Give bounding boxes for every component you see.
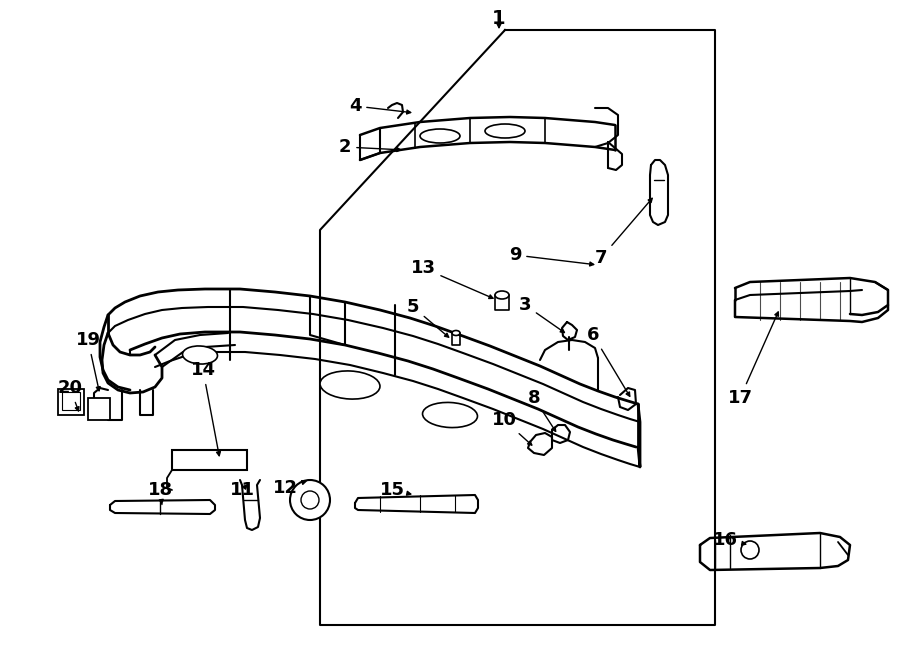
Text: 11: 11 — [230, 481, 255, 499]
Text: 7: 7 — [595, 198, 652, 267]
Text: 9: 9 — [508, 246, 594, 266]
Text: 8: 8 — [527, 389, 555, 432]
Text: 3: 3 — [518, 296, 564, 332]
FancyBboxPatch shape — [172, 450, 247, 470]
Text: 5: 5 — [407, 298, 449, 337]
Text: 2: 2 — [338, 138, 400, 156]
Ellipse shape — [420, 129, 460, 143]
Ellipse shape — [452, 330, 460, 336]
Text: 17: 17 — [727, 312, 778, 407]
Ellipse shape — [183, 346, 218, 364]
Text: 10: 10 — [491, 411, 532, 445]
Ellipse shape — [495, 291, 509, 299]
Text: 15: 15 — [380, 481, 411, 499]
Text: 1: 1 — [492, 9, 506, 28]
FancyBboxPatch shape — [88, 398, 110, 420]
Text: 19: 19 — [76, 331, 101, 391]
Ellipse shape — [422, 403, 478, 428]
Circle shape — [301, 491, 319, 509]
FancyBboxPatch shape — [58, 389, 84, 415]
Text: 20: 20 — [58, 379, 83, 411]
Circle shape — [741, 541, 759, 559]
Ellipse shape — [485, 124, 525, 138]
Text: 18: 18 — [148, 481, 173, 504]
Text: 12: 12 — [273, 479, 306, 497]
Text: 13: 13 — [410, 259, 493, 299]
Circle shape — [290, 480, 330, 520]
FancyBboxPatch shape — [62, 392, 80, 410]
Text: 4: 4 — [349, 97, 410, 115]
Text: 6: 6 — [587, 326, 630, 397]
Text: 14: 14 — [191, 361, 220, 455]
Ellipse shape — [320, 371, 380, 399]
Text: 16: 16 — [713, 531, 746, 549]
